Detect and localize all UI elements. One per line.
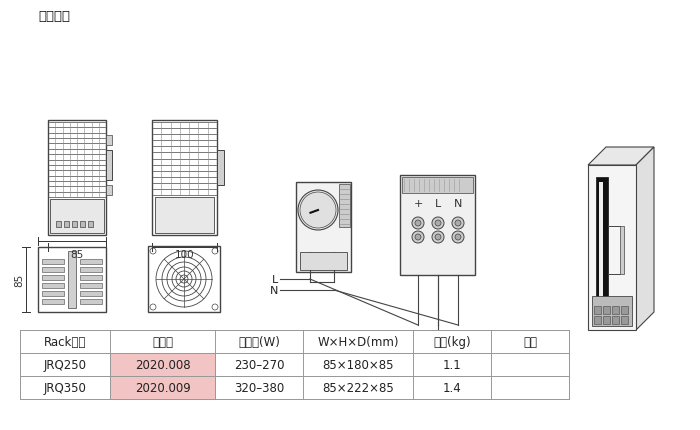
Text: JRQ350: JRQ350: [43, 381, 86, 394]
Text: N: N: [270, 286, 278, 295]
Bar: [88, 221, 93, 227]
Bar: [56, 221, 61, 227]
Text: 热输出(W): 热输出(W): [238, 335, 280, 348]
Bar: [588, 166, 636, 330]
Circle shape: [452, 231, 464, 243]
Text: N: N: [454, 199, 462, 209]
Bar: [339, 184, 350, 227]
Circle shape: [432, 231, 444, 243]
Text: 100: 100: [175, 249, 195, 259]
Bar: [42, 259, 64, 264]
Bar: [80, 259, 102, 264]
Text: 2020.009: 2020.009: [134, 381, 190, 394]
Bar: [603, 316, 610, 324]
Bar: [592, 296, 632, 326]
Text: 320–380: 320–380: [234, 381, 284, 394]
Bar: [42, 299, 64, 304]
Circle shape: [412, 218, 424, 230]
Bar: [48, 121, 106, 236]
Text: JRQ250: JRQ250: [43, 358, 87, 371]
Text: L: L: [272, 274, 278, 284]
Circle shape: [435, 221, 441, 227]
Bar: [20, 353, 569, 376]
Circle shape: [415, 221, 421, 227]
Bar: [80, 291, 102, 296]
Bar: [42, 283, 64, 289]
Bar: [50, 200, 104, 233]
Text: 重量(kg): 重量(kg): [433, 335, 471, 348]
Text: 85×180×85: 85×180×85: [322, 358, 393, 371]
Bar: [599, 183, 603, 317]
Bar: [155, 197, 214, 233]
Bar: [80, 267, 102, 272]
Bar: [594, 316, 601, 324]
Bar: [400, 175, 475, 275]
Polygon shape: [588, 147, 654, 166]
Bar: [300, 252, 347, 270]
Bar: [217, 150, 224, 186]
Bar: [20, 376, 569, 399]
Bar: [42, 275, 64, 280]
Bar: [110, 353, 215, 376]
Bar: [106, 136, 112, 146]
Circle shape: [455, 234, 461, 240]
Circle shape: [415, 234, 421, 240]
Circle shape: [305, 253, 315, 264]
Circle shape: [298, 190, 338, 230]
Circle shape: [432, 218, 444, 230]
Bar: [612, 306, 619, 314]
Circle shape: [412, 231, 424, 243]
Circle shape: [329, 253, 339, 264]
Bar: [621, 316, 628, 324]
Bar: [80, 283, 102, 289]
Bar: [603, 306, 610, 314]
Circle shape: [452, 218, 464, 230]
Circle shape: [455, 221, 461, 227]
Text: Rack型号: Rack型号: [44, 335, 86, 348]
Bar: [106, 150, 112, 181]
Text: 85: 85: [71, 249, 83, 259]
Bar: [110, 376, 215, 399]
Bar: [72, 221, 77, 227]
Bar: [596, 178, 608, 322]
Text: L: L: [435, 199, 441, 209]
Bar: [106, 186, 112, 196]
Bar: [148, 246, 220, 312]
Bar: [620, 227, 624, 274]
Text: 85×222×85: 85×222×85: [322, 381, 394, 394]
Text: +: +: [413, 199, 423, 209]
Text: 订货号: 订货号: [152, 335, 173, 348]
Text: W×H×D(mm): W×H×D(mm): [317, 335, 399, 348]
Text: 2020.008: 2020.008: [134, 358, 190, 371]
Bar: [38, 247, 106, 312]
Bar: [68, 252, 76, 308]
Bar: [80, 275, 102, 280]
Wedge shape: [308, 200, 328, 221]
Bar: [42, 267, 64, 272]
Bar: [402, 178, 473, 194]
Text: 外形尺寸: 外形尺寸: [38, 10, 70, 23]
Circle shape: [435, 234, 441, 240]
Text: 备注: 备注: [523, 335, 537, 348]
Bar: [20, 330, 569, 353]
Text: 1.1: 1.1: [442, 358, 461, 371]
Bar: [80, 299, 102, 304]
Text: 1.4: 1.4: [442, 381, 461, 394]
Bar: [152, 121, 217, 236]
Bar: [621, 306, 628, 314]
Text: 230–270: 230–270: [234, 358, 284, 371]
Bar: [594, 306, 601, 314]
Circle shape: [300, 193, 336, 228]
Bar: [64, 221, 69, 227]
Bar: [80, 221, 85, 227]
Text: 85: 85: [14, 273, 24, 286]
Wedge shape: [302, 198, 326, 227]
Bar: [42, 291, 64, 296]
Bar: [296, 183, 351, 272]
Polygon shape: [636, 147, 654, 330]
Bar: [612, 316, 619, 324]
